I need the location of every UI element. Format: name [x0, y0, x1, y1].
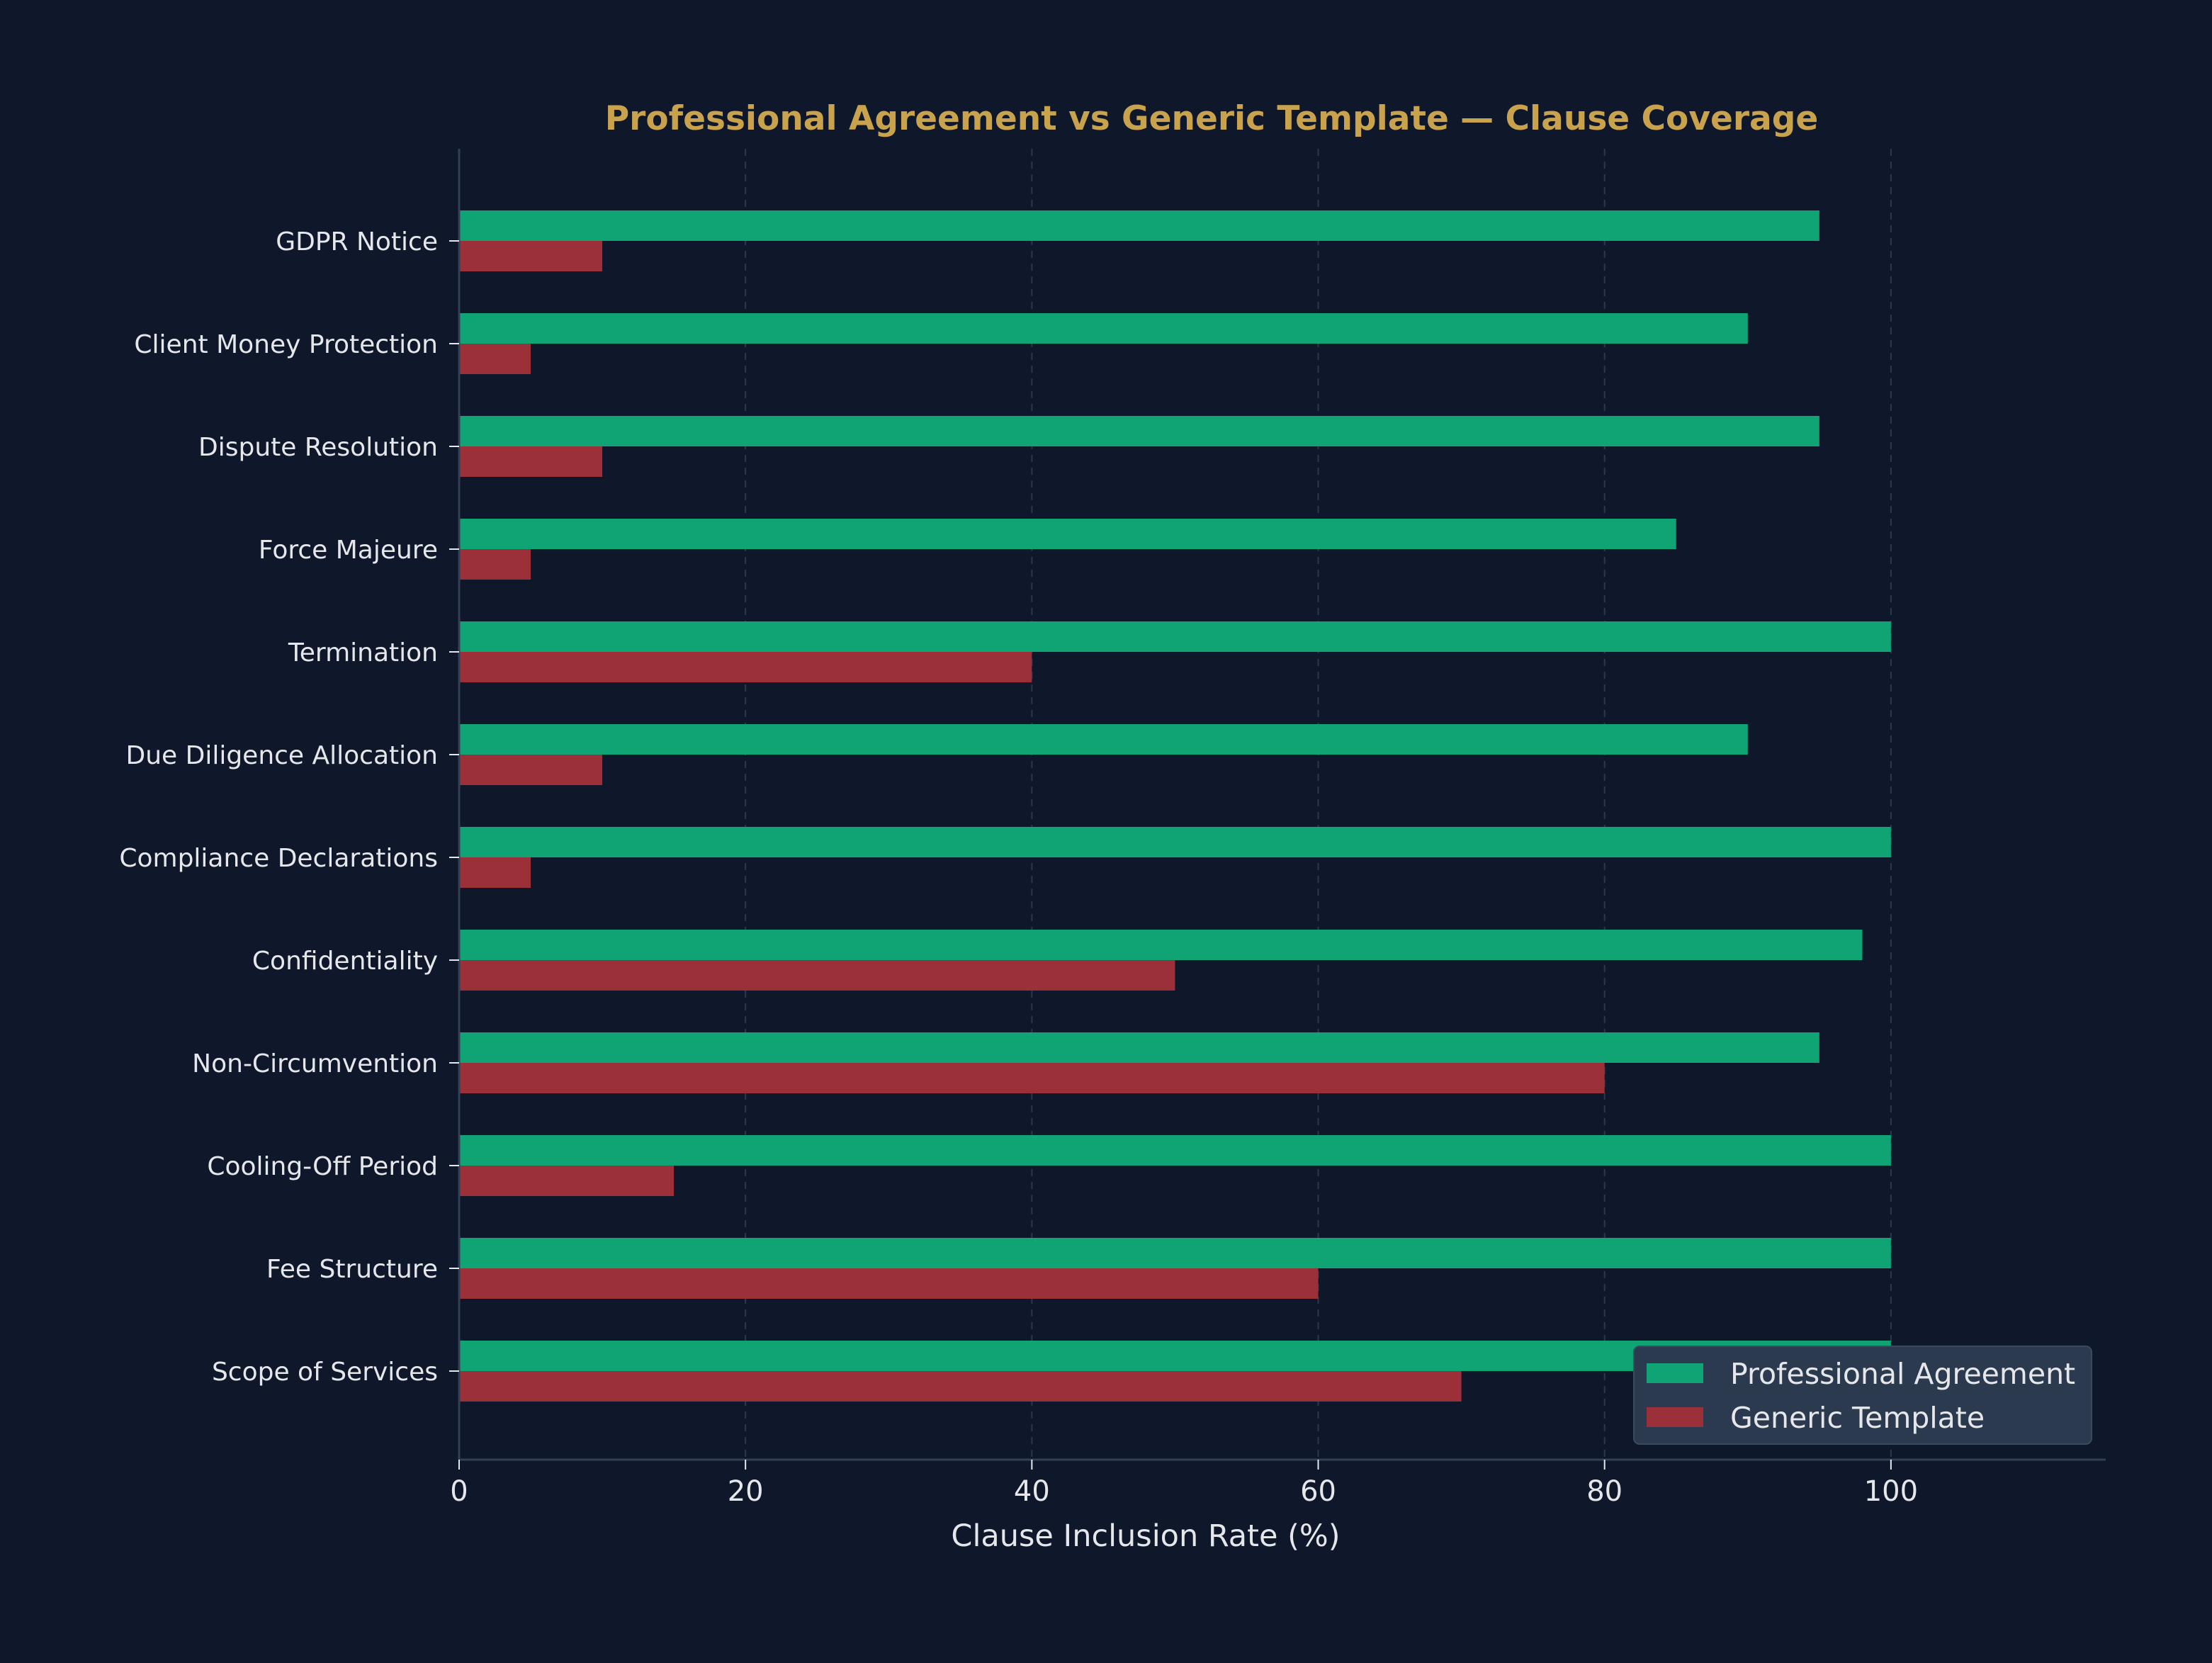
- x-tick-label: 80: [1586, 1475, 1623, 1508]
- bar-generic: [459, 1371, 1462, 1402]
- bar-generic: [459, 857, 531, 888]
- bar-generic: [459, 652, 1032, 682]
- y-tick-label: GDPR Notice: [276, 227, 438, 257]
- x-tick-label: 20: [728, 1475, 764, 1508]
- legend-swatch: [1647, 1363, 1703, 1383]
- y-tick-label: Force Majeure: [259, 536, 438, 565]
- y-tick-label: Cooling-Off Period: [207, 1152, 438, 1181]
- y-tick-label: Scope of Services: [212, 1358, 438, 1387]
- chart-title: Professional Agreement vs Generic Templa…: [605, 99, 1819, 138]
- legend-box: [1633, 1346, 2092, 1445]
- bar-generic: [459, 960, 1175, 991]
- y-tick-label: Dispute Resolution: [198, 433, 438, 462]
- bar-professional: [459, 1238, 1891, 1268]
- axes: [449, 149, 2106, 1470]
- bar-professional: [459, 416, 1819, 446]
- x-tick-label: 0: [450, 1475, 468, 1508]
- labels: 0 20 40 60 80 100 Scope of Services Fee Structu…: [119, 227, 1918, 1508]
- bar-professional: [459, 827, 1891, 857]
- legend: Professional Agreement Generic Template: [1633, 1346, 2092, 1445]
- bars: [459, 210, 1891, 1402]
- y-tick-label: Due Diligence Allocation: [125, 741, 438, 770]
- legend-label: Professional Agreement: [1730, 1357, 2075, 1391]
- x-tick-label: 60: [1300, 1475, 1336, 1508]
- legend-label: Generic Template: [1730, 1401, 1985, 1435]
- y-tick-label: Fee Structure: [266, 1255, 438, 1284]
- bar-generic: [459, 1166, 675, 1196]
- y-tick-label: Confidentiality: [252, 947, 438, 976]
- y-tick-label: Non-Circumvention: [192, 1049, 438, 1078]
- bar-professional: [459, 210, 1819, 241]
- y-tick-label: Termination: [288, 638, 438, 667]
- bar-generic: [459, 1063, 1605, 1093]
- bar-professional: [459, 930, 1863, 960]
- legend-swatch: [1647, 1407, 1703, 1427]
- x-axis-label: Clause Inclusion Rate (%): [951, 1518, 1340, 1554]
- bar-generic: [459, 755, 603, 785]
- y-tick-label: Compliance Declarations: [119, 844, 438, 873]
- bar-generic: [459, 241, 603, 271]
- bar-professional: [459, 519, 1676, 549]
- bar-professional: [459, 621, 1891, 652]
- x-tick-label: 40: [1014, 1475, 1050, 1508]
- bar-generic: [459, 549, 531, 580]
- y-tick-label: Client Money Protection: [134, 330, 438, 359]
- x-tick-label: 100: [1864, 1475, 1918, 1508]
- bar-professional: [459, 313, 1748, 344]
- grid-lines: [745, 149, 1892, 1460]
- bar-generic: [459, 1268, 1319, 1299]
- bar-generic: [459, 344, 531, 374]
- bar-professional: [459, 724, 1748, 755]
- bar-generic: [459, 446, 603, 477]
- bar-professional: [459, 1135, 1891, 1166]
- bar-professional: [459, 1032, 1819, 1063]
